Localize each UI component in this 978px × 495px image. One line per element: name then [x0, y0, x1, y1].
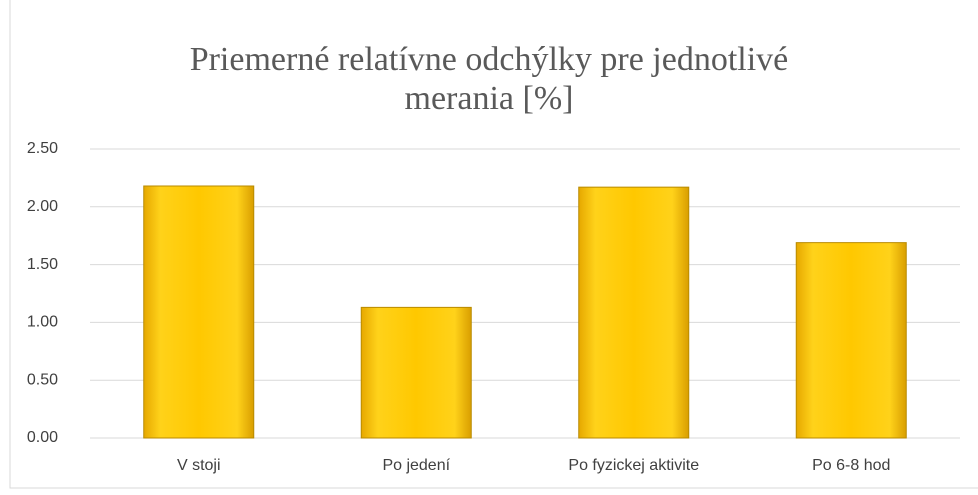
bar: [795, 242, 907, 439]
y-tick-label: 2.00: [27, 198, 58, 215]
x-tick-label: V stoji: [177, 457, 221, 474]
chart-border: [9, 0, 978, 489]
y-tick-label: 1.00: [27, 314, 58, 331]
x-tick-label: Po fyzickej aktivite: [568, 457, 699, 474]
x-tick-label: Po 6-8 hod: [812, 457, 890, 474]
chart-title: Priemerné relatívne odchýlky pre jednotl…: [189, 41, 789, 117]
y-tick-label: 0.50: [27, 371, 58, 388]
y-tick-label: 1.50: [27, 256, 58, 273]
bar: [578, 186, 690, 439]
bar: [143, 185, 255, 439]
y-tick-label: 2.50: [27, 140, 58, 157]
bar: [360, 306, 472, 439]
x-tick-label: Po jedení: [382, 457, 450, 474]
y-tick-label: 0.00: [27, 429, 58, 446]
